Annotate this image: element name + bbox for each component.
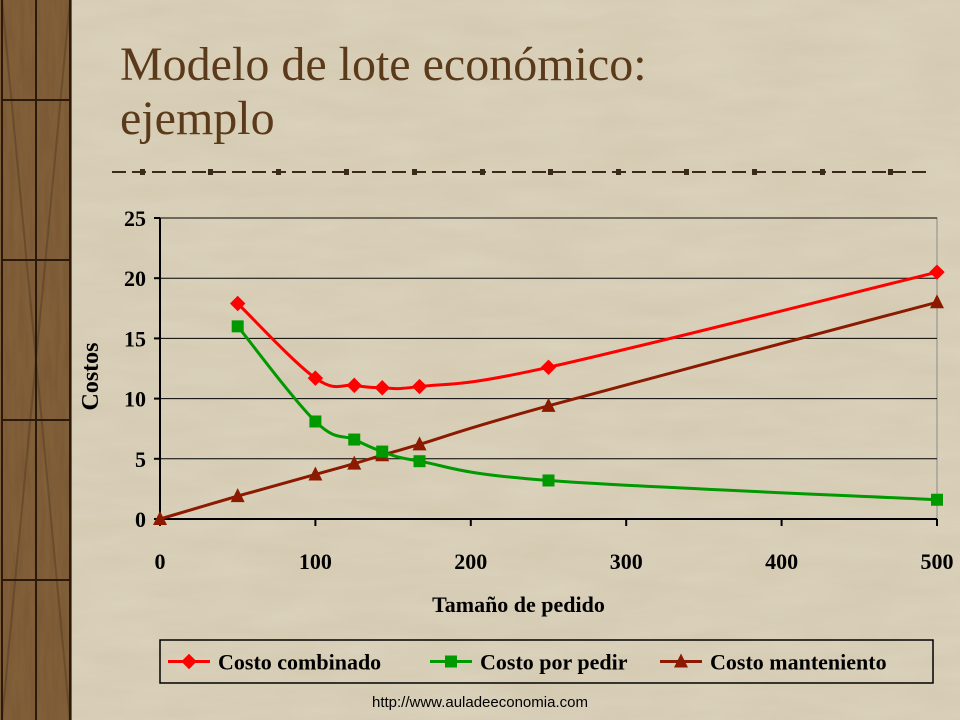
legend-label: Costo manteniento <box>710 650 887 675</box>
series-square-line <box>236 325 938 502</box>
series-square-point <box>231 320 244 333</box>
series-square-point <box>348 433 361 446</box>
x-tick-label: 0 <box>155 549 166 574</box>
y-tick-label: 15 <box>124 326 146 351</box>
series-square-point <box>413 455 426 468</box>
legend-label: Costo combinado <box>218 650 381 675</box>
series-diamond-point <box>229 295 246 312</box>
series-square-point <box>542 474 555 487</box>
series-diamond-point <box>307 370 324 386</box>
y-tick-label: 5 <box>135 447 146 472</box>
title-divider <box>112 169 932 175</box>
x-tick-label: 500 <box>921 549 954 574</box>
legend-marker-triangle <box>674 653 688 668</box>
y-axis-label: Costos <box>78 342 104 410</box>
series-diamond-point <box>411 378 428 395</box>
x-tick-label: 100 <box>299 549 332 574</box>
slide-title-line2: ejemplo <box>120 92 275 145</box>
x-tick-label: 200 <box>454 549 487 574</box>
y-tick-label: 10 <box>124 387 146 412</box>
slide-title-line1: Modelo de lote económico: <box>120 38 647 91</box>
series-square-point <box>309 415 322 428</box>
series-triangle-point <box>541 397 556 412</box>
y-tick-label: 0 <box>135 507 146 532</box>
slide-title: Modelo de lote económico: ejemplo <box>120 38 920 146</box>
series-triangle-point <box>412 436 427 451</box>
y-tick-label: 20 <box>124 266 146 291</box>
legend-marker-square <box>445 655 457 668</box>
wood-border-decoration <box>0 0 72 720</box>
series-square-point <box>931 493 943 506</box>
y-tick-label: 25 <box>124 206 146 231</box>
series-diamond-point <box>346 377 362 394</box>
series-diamond-point <box>374 380 390 396</box>
series-diamond-point <box>540 359 557 376</box>
legend-label: Costo por pedir <box>480 650 628 675</box>
x-tick-label: 400 <box>765 549 798 574</box>
series-triangle-point <box>930 294 944 309</box>
legend-box <box>159 639 934 684</box>
series-triangle-point <box>347 455 362 470</box>
x-axis-label: Tamaño de pedido <box>432 592 605 617</box>
footer-url: http://www.auladeeconomia.com <box>372 694 588 711</box>
x-tick-label: 300 <box>610 549 643 574</box>
series-triangle-point <box>230 488 245 503</box>
series-triangle-point <box>153 511 167 525</box>
legend-marker-diamond <box>181 653 197 670</box>
series-diamond-point <box>929 264 945 280</box>
series-triangle-point <box>308 466 323 481</box>
series-square-point <box>376 445 389 458</box>
